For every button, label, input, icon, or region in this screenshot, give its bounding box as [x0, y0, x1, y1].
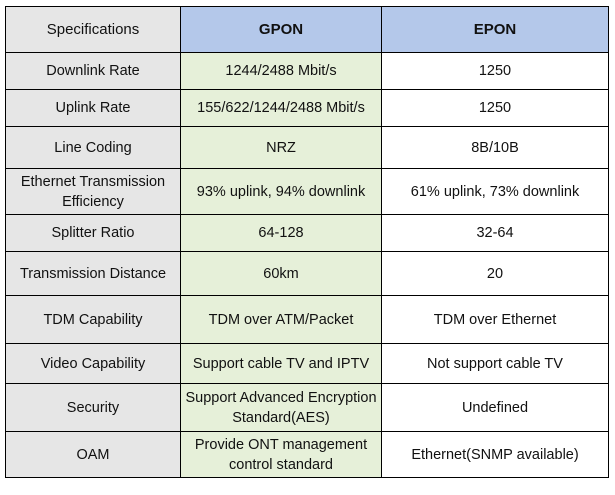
epon-value: Undefined [381, 383, 609, 432]
epon-value: 20 [381, 251, 609, 296]
epon-value: Ethernet(SNMP available) [381, 431, 609, 478]
table-header-row: Specifications GPON EPON [5, 6, 609, 53]
epon-value: 1250 [381, 52, 609, 90]
gpon-value: TDM over ATM/Packet [180, 295, 382, 344]
spec-label: TDM Capability [5, 295, 181, 344]
gpon-value: NRZ [180, 126, 382, 169]
epon-value: 1250 [381, 89, 609, 127]
table-row: Line Coding NRZ 8B/10B [5, 126, 609, 169]
table-row: Security Support Advanced Encryption Sta… [5, 383, 609, 432]
spec-label: Downlink Rate [5, 52, 181, 90]
table-row: OAM Provide ONT management control stand… [5, 431, 609, 478]
epon-value: TDM over Ethernet [381, 295, 609, 344]
gpon-value: Support cable TV and IPTV [180, 343, 382, 384]
gpon-value: 93% uplink, 94% downlink [180, 168, 382, 215]
table-row: Splitter Ratio 64-128 32-64 [5, 214, 609, 252]
header-gpon: GPON [180, 6, 382, 53]
gpon-value: 1244/2488 Mbit/s [180, 52, 382, 90]
table-row: Transmission Distance 60km 20 [5, 251, 609, 296]
epon-value: 32-64 [381, 214, 609, 252]
epon-value: Not support cable TV [381, 343, 609, 384]
spec-label: Splitter Ratio [5, 214, 181, 252]
gpon-value: Provide ONT management control standard [180, 431, 382, 478]
spec-label: OAM [5, 431, 181, 478]
table-row: Video Capability Support cable TV and IP… [5, 343, 609, 384]
spec-label: Uplink Rate [5, 89, 181, 127]
spec-label: Ethernet Transmission Efficiency [5, 168, 181, 215]
spec-label: Transmission Distance [5, 251, 181, 296]
gpon-value: Support Advanced Encryption Standard(AES… [180, 383, 382, 432]
spec-comparison-table: Specifications GPON EPON Downlink Rate 1… [5, 6, 609, 478]
spec-label: Video Capability [5, 343, 181, 384]
table-row: TDM Capability TDM over ATM/Packet TDM o… [5, 295, 609, 344]
header-specifications: Specifications [5, 6, 181, 53]
epon-value: 61% uplink, 73% downlink [381, 168, 609, 215]
spec-label: Security [5, 383, 181, 432]
spec-label: Line Coding [5, 126, 181, 169]
gpon-value: 60km [180, 251, 382, 296]
gpon-value: 155/622/1244/2488 Mbit/s [180, 89, 382, 127]
gpon-value: 64-128 [180, 214, 382, 252]
table-row: Ethernet Transmission Efficiency 93% upl… [5, 168, 609, 215]
epon-value: 8B/10B [381, 126, 609, 169]
table-row: Downlink Rate 1244/2488 Mbit/s 1250 [5, 52, 609, 90]
table-row: Uplink Rate 155/622/1244/2488 Mbit/s 125… [5, 89, 609, 127]
header-epon: EPON [381, 6, 609, 53]
